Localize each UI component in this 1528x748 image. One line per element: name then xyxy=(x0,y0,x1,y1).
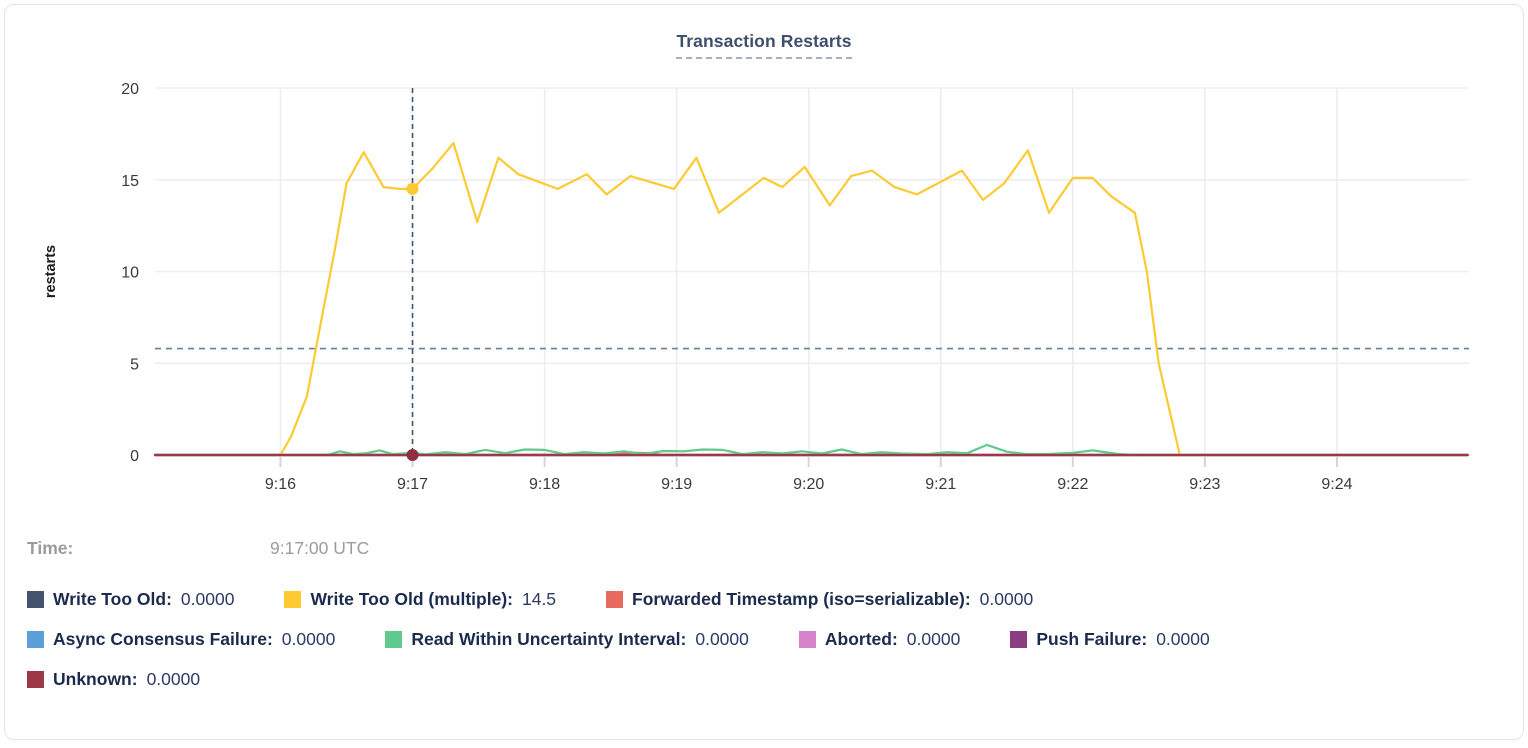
y-tick-label: 15 xyxy=(121,173,139,190)
y-tick-label: 20 xyxy=(121,81,139,98)
x-tick-label: 9:21 xyxy=(925,476,956,493)
x-tick-label: 9:18 xyxy=(529,476,560,493)
legend-value: 0.0000 xyxy=(180,589,235,609)
legend-swatch-read-within-uncertainty-interval xyxy=(385,631,403,648)
legend-item-async-consensus-failure: Async Consensus Failure: 0.0000 xyxy=(27,629,335,650)
legend-item-unknown: Unknown: 0.0000 xyxy=(27,669,200,690)
y-tick-label: 10 xyxy=(121,265,139,282)
x-tick-label: 9:23 xyxy=(1189,476,1220,493)
legend-item-write-too-old-multiple: Write Too Old (multiple): 14.5 xyxy=(284,589,556,610)
legend-swatch-write-too-old-multiple xyxy=(284,591,302,608)
legend-swatch-unknown xyxy=(27,671,44,688)
legend-swatch-aborted xyxy=(798,631,816,648)
legend-value: 0.0000 xyxy=(1156,629,1210,649)
time-value: 9:17:00 UTC xyxy=(270,538,370,558)
x-tick-label: 9:24 xyxy=(1321,476,1352,493)
series-line-read-within-uncertainty-interval xyxy=(153,443,1469,457)
y-axis-title: restarts xyxy=(43,245,59,298)
legend-value: 0.0000 xyxy=(979,589,1034,609)
x-tick-label: 9:16 xyxy=(265,476,296,493)
legend-row: Write Too Old: 0.0000 Write Too Old (multi… xyxy=(27,589,1503,610)
legend-label: Push Failure: xyxy=(1036,629,1148,649)
legend-label: Write Too Old: xyxy=(53,589,172,609)
chart-legend: Write Too Old: 0.0000 Write Too Old (multi… xyxy=(27,589,1503,709)
chart-card: Transaction Restarts 0 5 10 15 20 9:16 9:17 9:1… xyxy=(4,4,1524,740)
y-tick-label: 0 xyxy=(130,448,139,465)
legend-label: Unknown: xyxy=(53,669,138,689)
x-tick-label: 9:22 xyxy=(1057,476,1088,493)
legend-item-write-too-old: Write Too Old: 0.0000 xyxy=(27,589,234,610)
legend-swatch-forwarded-timestamp-iso-serializable xyxy=(606,591,624,608)
legend-value: 0.0000 xyxy=(146,669,201,689)
x-tick-label: 9:19 xyxy=(661,476,692,493)
legend-label: Write Too Old (multiple): xyxy=(310,589,513,609)
legend-item-push-failure: Push Failure: 0.0000 xyxy=(1010,629,1210,650)
legend-value: 0.0000 xyxy=(906,629,961,649)
y-tick-label: 5 xyxy=(130,356,139,373)
time-label: Time: xyxy=(27,538,74,558)
legend-value: 0.0000 xyxy=(281,629,336,649)
legend-value: 0.0000 xyxy=(695,629,749,649)
x-tick-label: 9:17 xyxy=(397,476,428,493)
legend-swatch-async-consensus-failure xyxy=(27,631,44,648)
legend-item-forwarded-timestamp-iso-serializable: Forwarded Timestamp (iso=serializable): 0… xyxy=(606,589,1033,610)
legend-row: Async Consensus Failure: 0.0000 Read Withi… xyxy=(27,629,1503,650)
chart-header: Transaction Restarts xyxy=(5,31,1523,59)
legend-item-aborted: Aborted: 0.0000 xyxy=(798,629,961,650)
chart-title[interactable]: Transaction Restarts xyxy=(676,31,852,59)
legend-label: Forwarded Timestamp (iso=serializable): xyxy=(632,589,971,609)
legend-label: Read Within Uncertainty Interval: xyxy=(411,629,687,649)
x-tick-label: 9:20 xyxy=(793,476,824,493)
hover-time-row: Time: 9:17:00 UTC xyxy=(27,538,627,559)
legend-item-read-within-uncertainty-interval: Read Within Uncertainty Interval: 0.0000 xyxy=(385,629,749,650)
legend-swatch-write-too-old xyxy=(27,591,44,608)
transaction-restarts-chart[interactable]: 0 5 10 15 20 9:16 9:17 9:18 9:19 9:20 9:21 9:22 9:23… xyxy=(5,63,1524,528)
hover-dot-unknown xyxy=(406,449,419,461)
legend-label: Aborted: xyxy=(824,629,898,649)
legend-row: Unknown: 0.0000 xyxy=(27,669,1503,690)
series-line-write-too-old-multiple xyxy=(279,141,1181,457)
legend-label: Async Consensus Failure: xyxy=(53,629,273,649)
legend-swatch-push-failure xyxy=(1010,631,1028,648)
hover-dot-write-too-old-multiple xyxy=(406,182,419,195)
legend-value: 14.5 xyxy=(521,589,557,609)
